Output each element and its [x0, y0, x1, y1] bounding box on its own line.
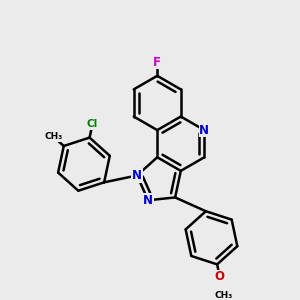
Text: N: N	[132, 169, 142, 182]
Text: N: N	[143, 194, 153, 207]
Text: CH₃: CH₃	[44, 132, 63, 141]
Text: N: N	[199, 124, 209, 136]
Text: O: O	[215, 270, 225, 283]
Text: F: F	[153, 56, 161, 69]
Text: CH₃: CH₃	[215, 291, 233, 300]
Text: Cl: Cl	[87, 119, 98, 129]
